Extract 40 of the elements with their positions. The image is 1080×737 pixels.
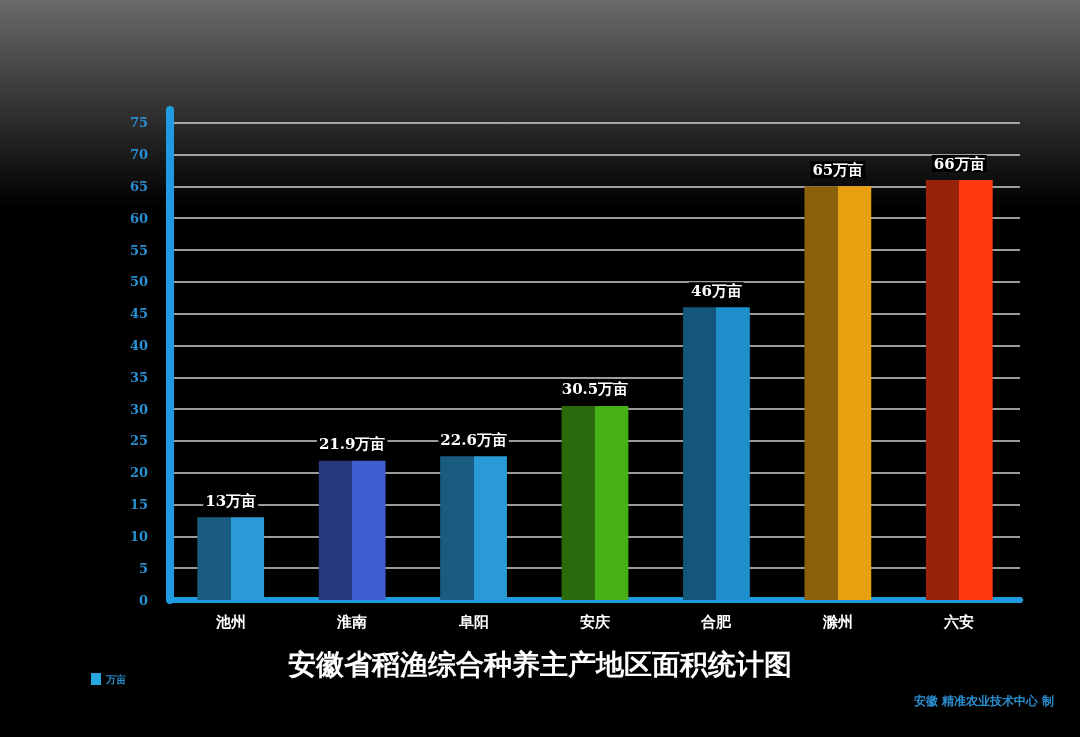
- data-label: 65万亩: [812, 160, 864, 179]
- text: 安徽 精准农业技术中心 制: [913, 694, 1054, 708]
- y-tick-label: 0: [138, 592, 148, 608]
- y-tick-label: 35: [129, 369, 148, 385]
- x-tick-label: 滁州: [821, 612, 853, 631]
- y-tick-label: 75: [129, 115, 148, 131]
- y-tick-label: 60: [129, 210, 148, 226]
- y-tick-label: 5: [138, 560, 148, 576]
- data-label: 46万亩: [690, 281, 742, 300]
- data-label: 30.5万亩: [561, 380, 629, 399]
- bar: [197, 517, 265, 600]
- y-tick-label: 25: [129, 433, 148, 449]
- y-tick-label: 55: [129, 242, 148, 258]
- y-tick-label: 15: [129, 497, 148, 513]
- bar: [440, 456, 507, 600]
- data-label: 66万亩: [933, 154, 985, 173]
- bar: [925, 180, 993, 600]
- y-tick-label: 50: [129, 274, 148, 290]
- text: 安徽省稻渔综合种养主产地区面积统计图: [288, 647, 792, 681]
- bar: [318, 460, 386, 600]
- x-tick-label: 合肥: [700, 612, 733, 631]
- y-tick-label: 30: [129, 401, 148, 417]
- y-tick-label: 65: [129, 178, 148, 194]
- x-tick-label: 六安: [943, 612, 975, 631]
- x-tick-label: 阜阳: [457, 612, 489, 631]
- y-tick-label: 70: [129, 147, 148, 163]
- bar: [561, 405, 629, 600]
- y-tick-label: 45: [129, 306, 148, 322]
- y-tick-label: 20: [129, 465, 148, 481]
- bar: [804, 186, 872, 600]
- data-label: 22.6万亩: [440, 430, 507, 449]
- data-label: 13万亩: [205, 491, 257, 510]
- y-tick-label: 10: [129, 528, 148, 544]
- x-tick-label: 安庆: [580, 612, 610, 631]
- x-tick-label: 淮南: [336, 612, 368, 631]
- x-tick-label: 池州: [214, 612, 246, 631]
- legend-label: 万亩: [105, 673, 126, 685]
- data-label: 21.9万亩: [318, 435, 386, 454]
- bar: [683, 307, 750, 600]
- y-tick-label: 40: [129, 337, 148, 353]
